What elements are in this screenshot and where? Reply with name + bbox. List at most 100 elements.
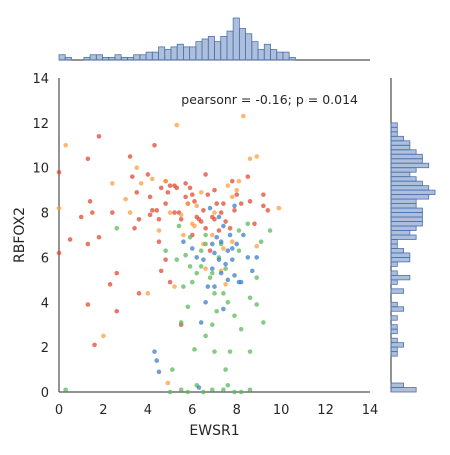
scatter-point bbox=[167, 210, 173, 215]
scatter-point bbox=[225, 382, 231, 388]
scatter-point bbox=[234, 241, 240, 247]
scatter-point bbox=[221, 291, 226, 296]
scatter-point bbox=[203, 241, 208, 247]
right-hist-bar bbox=[390, 261, 398, 267]
x-tick-label: 2 bbox=[99, 403, 107, 418]
top-hist-bar bbox=[139, 54, 147, 61]
scatter-point bbox=[252, 221, 257, 227]
scatter-point bbox=[147, 194, 153, 200]
right-hist-bar bbox=[390, 257, 411, 263]
right-hist-bar bbox=[390, 225, 417, 231]
scatter-point bbox=[207, 248, 213, 253]
scatter-point bbox=[167, 183, 173, 188]
right-hist-bar bbox=[390, 189, 436, 196]
scatter-point bbox=[223, 367, 228, 372]
top-hist-bar bbox=[145, 51, 153, 61]
right-hist-bar bbox=[390, 207, 423, 213]
scatter-point bbox=[209, 241, 215, 247]
scatter-point bbox=[236, 228, 242, 233]
scatter-point bbox=[229, 239, 235, 245]
right-hist-bar bbox=[390, 144, 411, 151]
scatter-point bbox=[90, 210, 95, 215]
scatter-point bbox=[178, 320, 184, 325]
scatter-point bbox=[132, 225, 137, 231]
scatter-point bbox=[194, 203, 200, 209]
scatter-point bbox=[225, 277, 231, 283]
scatter-point bbox=[254, 255, 260, 260]
scatter-point bbox=[198, 219, 204, 224]
x-axis-label: EWSR1 bbox=[189, 423, 239, 439]
scatter-point bbox=[158, 185, 164, 191]
scatter-point bbox=[229, 194, 235, 200]
scatter-point bbox=[203, 232, 208, 238]
scatter-point bbox=[174, 122, 180, 128]
scatter-point bbox=[156, 239, 162, 245]
scatter-point bbox=[114, 270, 120, 276]
scatter-point bbox=[178, 212, 184, 218]
top-hist-bar bbox=[102, 56, 110, 61]
top-hist-bar bbox=[195, 41, 203, 61]
right-hist-bar bbox=[390, 135, 404, 142]
right-hist-bar bbox=[390, 324, 398, 330]
right-hist-bar bbox=[390, 243, 398, 249]
top-marginal-histogram bbox=[58, 17, 370, 61]
scatter-point bbox=[203, 225, 208, 231]
right-hist-bar bbox=[390, 198, 417, 205]
scatter-point bbox=[56, 169, 62, 175]
right-hist-bar bbox=[390, 176, 417, 182]
top-hist-bar bbox=[189, 46, 197, 61]
scatter-point bbox=[150, 208, 155, 213]
scatter-point bbox=[216, 228, 222, 233]
top-hist-bar bbox=[83, 56, 91, 61]
scatter-point bbox=[192, 347, 197, 352]
top-hist-bar bbox=[232, 17, 240, 61]
scatter-point bbox=[221, 201, 226, 206]
scatter-point bbox=[234, 192, 240, 197]
scatter-point bbox=[212, 210, 217, 215]
scatter-point bbox=[212, 250, 217, 256]
scatter-point bbox=[198, 320, 204, 325]
scatter-point bbox=[241, 113, 246, 119]
right-hist-bar bbox=[390, 315, 398, 321]
scatter-point bbox=[56, 205, 62, 211]
scatter-point bbox=[145, 291, 151, 296]
top-hist-bar bbox=[226, 30, 234, 61]
scatter-point bbox=[192, 223, 197, 229]
scatter-point bbox=[207, 205, 213, 211]
scatter-point bbox=[185, 201, 191, 206]
top-hist-bar bbox=[176, 43, 184, 61]
scatter-point bbox=[92, 342, 97, 348]
right-hist-bar bbox=[390, 346, 398, 353]
scatter-point bbox=[134, 190, 140, 195]
scatter-point bbox=[225, 299, 231, 305]
right-hist-bar bbox=[390, 194, 430, 200]
scatter-point bbox=[236, 248, 242, 253]
scatter-point bbox=[56, 250, 62, 256]
scatter-point bbox=[225, 183, 231, 188]
top-hist-bar bbox=[108, 56, 116, 61]
scatter-point bbox=[107, 282, 113, 287]
scatter-point bbox=[110, 210, 115, 215]
scatter-point bbox=[174, 185, 180, 191]
scatter-point bbox=[201, 257, 206, 262]
x-tick-label: 6 bbox=[188, 403, 196, 418]
scatter-point bbox=[234, 187, 240, 193]
scatter-point bbox=[205, 192, 211, 197]
scatter-point bbox=[209, 266, 215, 271]
scatter-point bbox=[154, 358, 160, 363]
scatter-point bbox=[232, 313, 237, 319]
right-hist-bar bbox=[390, 351, 398, 357]
scatter-point bbox=[167, 389, 173, 395]
scatter-point bbox=[189, 246, 195, 251]
scatter-point bbox=[236, 178, 242, 184]
top-hist-bar bbox=[64, 56, 72, 61]
scatter-point bbox=[192, 199, 197, 204]
scatter-point bbox=[229, 178, 235, 184]
top-hist-bar bbox=[158, 46, 166, 61]
y-tick-label: 4 bbox=[41, 296, 49, 311]
scatter-point bbox=[216, 257, 222, 262]
scatter-point bbox=[254, 275, 260, 280]
scatter-point bbox=[223, 266, 228, 271]
right-hist-bar bbox=[390, 337, 398, 344]
